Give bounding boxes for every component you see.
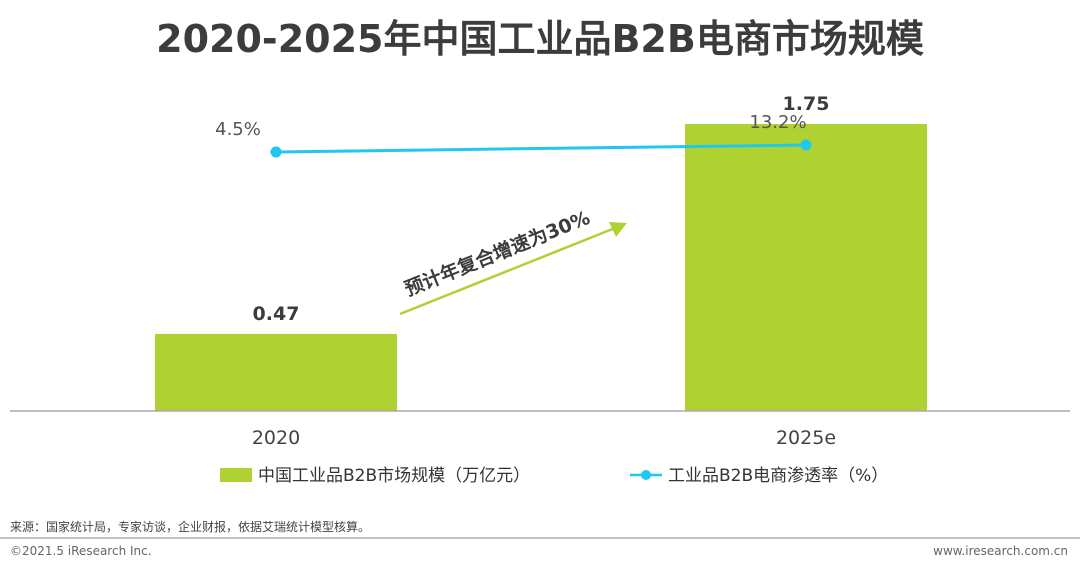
bar-value-label-2025e: 1.75 bbox=[783, 93, 830, 115]
bar-2020 bbox=[155, 333, 397, 411]
x-tick-label-2020: 2020 bbox=[252, 427, 300, 449]
bar-value-label-2020: 0.47 bbox=[253, 303, 300, 325]
source-note: 来源：国家统计局，专家访谈，企业财报，依据艾瑞统计模型核算。 bbox=[10, 519, 370, 534]
bar-2025e bbox=[685, 124, 927, 411]
growth-annotation-label: 预计年复合增速为30% bbox=[401, 206, 593, 301]
line-point-2025e bbox=[800, 139, 812, 151]
line-point-2020 bbox=[270, 146, 282, 158]
line-value-label-2020: 4.5% bbox=[215, 119, 261, 140]
line-layer: 4.5% 13.2% bbox=[215, 112, 812, 158]
legend-swatch-bar bbox=[220, 468, 252, 482]
growth-arrow-line bbox=[399, 226, 616, 316]
x-tick-label-2025e: 2025e bbox=[776, 427, 836, 449]
copyright: ©2021.5 iResearch Inc. bbox=[10, 544, 152, 558]
legend-label-line: 工业品B2B电商渗透率（%） bbox=[668, 466, 888, 486]
bars-layer: 0.47 1.75 bbox=[155, 93, 927, 411]
growth-annotation: 预计年复合增速为30% bbox=[399, 206, 627, 316]
website: www.iresearch.com.cn bbox=[933, 544, 1068, 558]
legend-label-bar: 中国工业品B2B市场规模（万亿元） bbox=[258, 466, 530, 486]
chart-title: 2020-2025年中国工业品B2B电商市场规模 bbox=[156, 17, 924, 61]
line-value-label-2025e: 13.2% bbox=[749, 112, 806, 133]
legend-swatch-marker bbox=[641, 470, 651, 480]
growth-arrow-head bbox=[609, 222, 627, 237]
legend: 中国工业品B2B市场规模（万亿元） 工业品B2B电商渗透率（%） bbox=[220, 466, 888, 486]
x-axis-ticks: 2020 2025e bbox=[252, 427, 836, 449]
penetration-line bbox=[275, 143, 807, 154]
